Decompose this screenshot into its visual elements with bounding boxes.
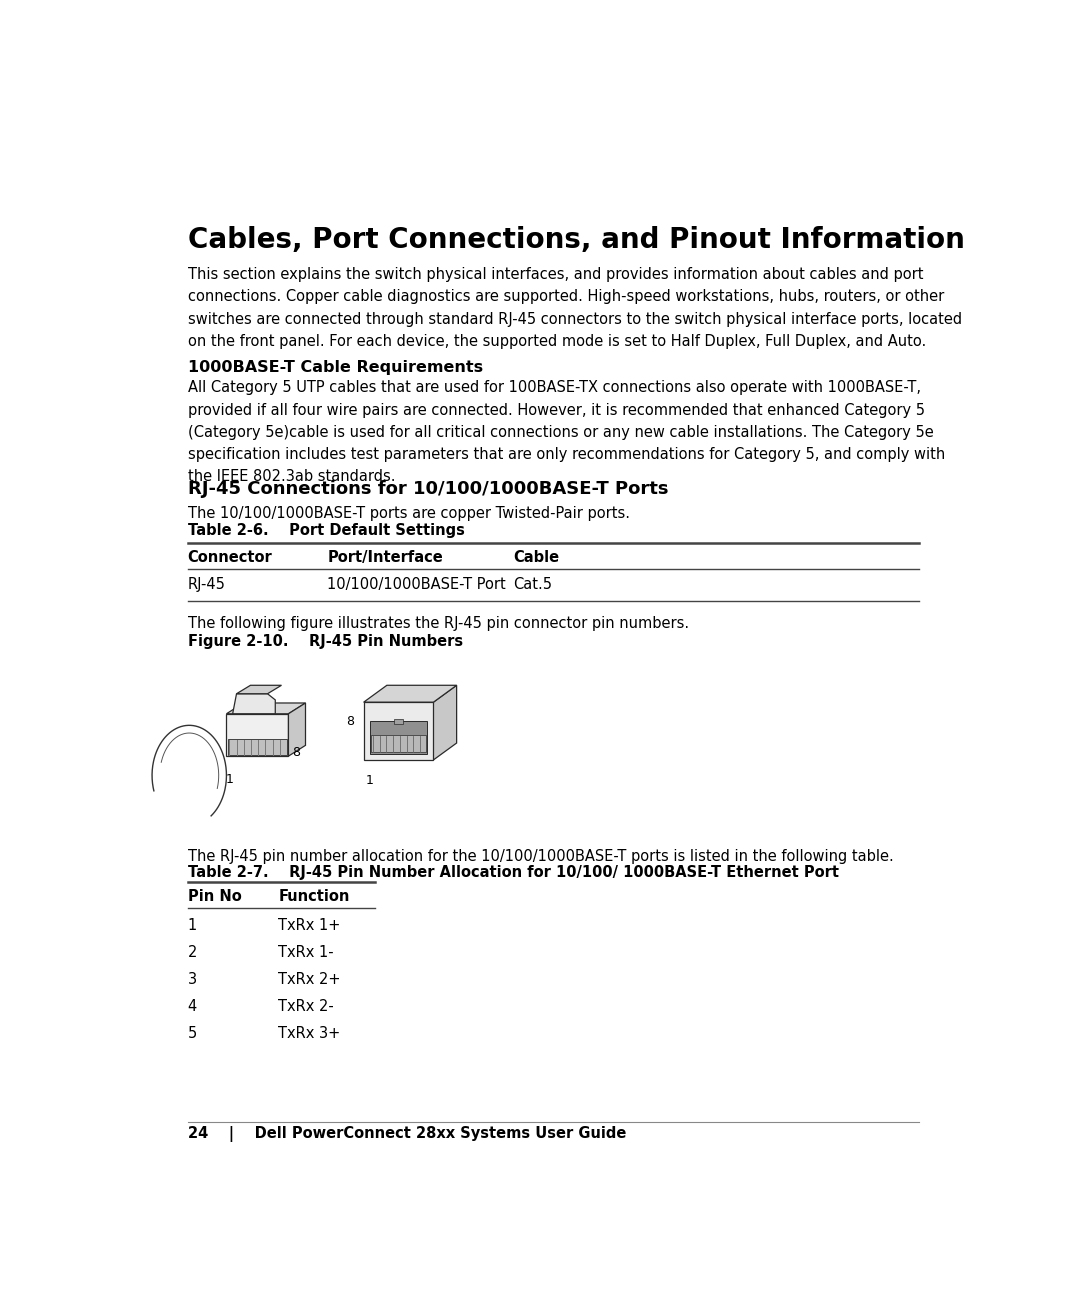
Text: 1: 1 <box>188 918 197 933</box>
Polygon shape <box>288 702 306 756</box>
Polygon shape <box>369 722 428 754</box>
Text: TxRx 2+: TxRx 2+ <box>279 972 341 986</box>
Text: 2: 2 <box>188 945 197 960</box>
Polygon shape <box>228 739 287 754</box>
Text: Port/Interface: Port/Interface <box>327 550 443 565</box>
Polygon shape <box>232 693 275 714</box>
Text: 10/100/1000BASE-T Port: 10/100/1000BASE-T Port <box>327 577 505 592</box>
Text: This section explains the switch physical interfaces, and provides information a: This section explains the switch physica… <box>188 267 962 349</box>
Text: RJ-45 Connections for 10/100/1000BASE-T Ports: RJ-45 Connections for 10/100/1000BASE-T … <box>188 481 669 499</box>
Polygon shape <box>364 686 457 702</box>
Text: Cat.5: Cat.5 <box>513 577 552 592</box>
Text: Table 2-7.    RJ-45 Pin Number Allocation for 10/100/ 1000BASE-T Ethernet Port: Table 2-7. RJ-45 Pin Number Allocation f… <box>188 866 839 880</box>
Text: The RJ-45 pin number allocation for the 10/100/1000BASE-T ports is listed in the: The RJ-45 pin number allocation for the … <box>188 849 893 863</box>
Text: Function: Function <box>279 889 350 905</box>
Text: 5: 5 <box>188 1025 197 1041</box>
Polygon shape <box>237 686 282 693</box>
Text: 8: 8 <box>347 715 354 728</box>
Text: TxRx 2-: TxRx 2- <box>279 999 334 1013</box>
Polygon shape <box>227 702 306 714</box>
Text: Cable: Cable <box>513 550 559 565</box>
Polygon shape <box>394 719 403 723</box>
Text: 1: 1 <box>366 774 374 787</box>
Text: TxRx 1+: TxRx 1+ <box>279 918 341 933</box>
Text: RJ-45: RJ-45 <box>188 577 226 592</box>
Text: 8: 8 <box>293 745 300 758</box>
Text: Pin No: Pin No <box>188 889 242 905</box>
Text: TxRx 3+: TxRx 3+ <box>279 1025 340 1041</box>
Text: The 10/100/1000BASE-T ports are copper Twisted-Pair ports.: The 10/100/1000BASE-T ports are copper T… <box>188 505 630 521</box>
Text: 4: 4 <box>188 999 197 1013</box>
Polygon shape <box>227 714 288 756</box>
Text: 3: 3 <box>188 972 197 986</box>
Text: Table 2-6.    Port Default Settings: Table 2-6. Port Default Settings <box>188 522 464 538</box>
Text: Figure 2-10.    RJ-45 Pin Numbers: Figure 2-10. RJ-45 Pin Numbers <box>188 635 463 649</box>
Text: All Category 5 UTP cables that are used for 100BASE-TX connections also operate : All Category 5 UTP cables that are used … <box>188 380 945 485</box>
Text: 24    |    Dell PowerConnect 28xx Systems User Guide: 24 | Dell PowerConnect 28xx Systems User… <box>188 1126 626 1143</box>
Text: 1000BASE-T Cable Requirements: 1000BASE-T Cable Requirements <box>188 359 483 375</box>
Polygon shape <box>364 702 433 759</box>
Polygon shape <box>372 735 426 752</box>
Text: The following figure illustrates the RJ-45 pin connector pin numbers.: The following figure illustrates the RJ-… <box>188 616 689 631</box>
Text: Cables, Port Connections, and Pinout Information: Cables, Port Connections, and Pinout Inf… <box>188 227 964 254</box>
Polygon shape <box>433 686 457 759</box>
Text: Connector: Connector <box>188 550 272 565</box>
Text: TxRx 1-: TxRx 1- <box>279 945 334 960</box>
Text: 1: 1 <box>226 772 233 787</box>
